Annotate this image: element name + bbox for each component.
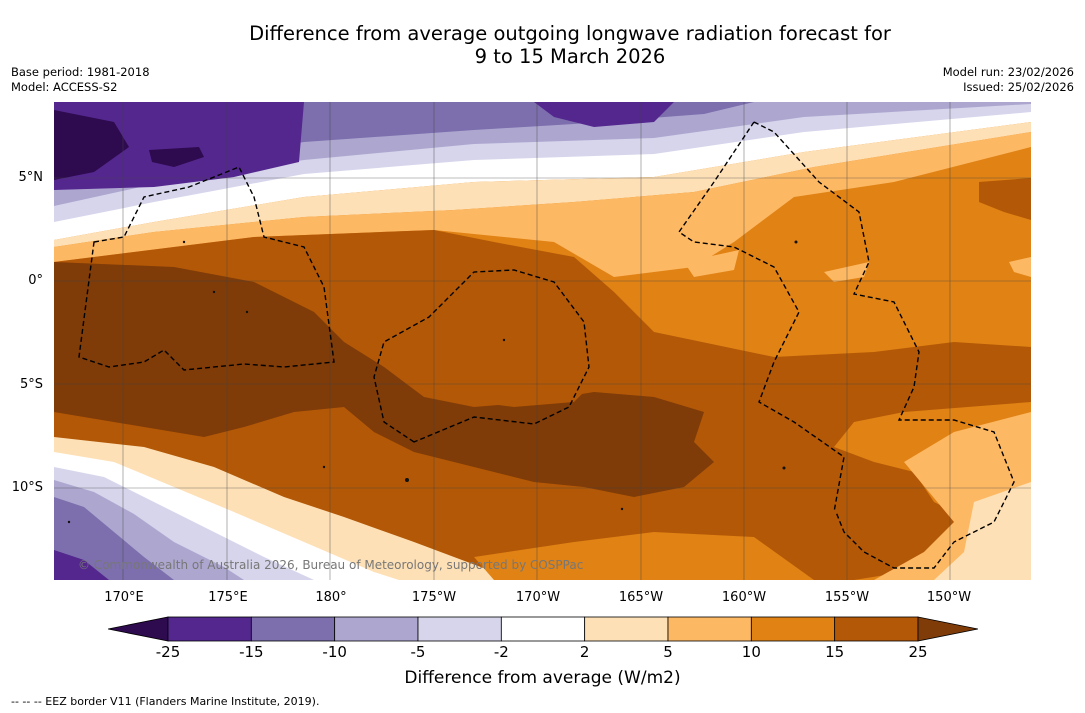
anomaly-map	[54, 102, 1031, 580]
colorbar-cell	[250, 616, 336, 642]
colorbar	[108, 616, 978, 642]
colorbar-arrow-low	[108, 616, 169, 642]
colorbar-cell	[667, 616, 752, 642]
colorbar-cell	[834, 616, 919, 642]
band-se-pale-orange	[934, 482, 1031, 580]
lon-label-175w: 175°W	[411, 590, 457, 605]
band-n-light-orange-patch-3	[1009, 257, 1031, 277]
lon-label-175e: 175°E	[208, 590, 248, 605]
colorbar-tick: 25	[908, 643, 928, 661]
lat-label-10s: 10°S	[11, 480, 43, 495]
lon-label-170e: 170°E	[104, 590, 144, 605]
core-25-center	[374, 302, 594, 407]
band-s-light-orange-2	[474, 532, 814, 580]
colorbar-cell	[750, 616, 836, 642]
meta-left: Base period: 1981-2018 Model: ACCESS-S2	[11, 65, 150, 95]
colorbar-tick: -2	[493, 643, 509, 661]
colorbar-tick: 15	[825, 643, 845, 661]
title-line-2: 9 to 15 March 2026	[474, 45, 666, 68]
colorbar-tick: -5	[410, 643, 426, 661]
lat-label-eq: 0°	[28, 273, 43, 288]
colorbar-cell	[417, 616, 502, 642]
band-s-purple	[54, 497, 174, 580]
colorbar-cell	[584, 616, 669, 642]
model-run: Model run: 23/02/2026	[942, 65, 1074, 79]
band-n-light-orange-patch	[684, 250, 739, 277]
meta-right: Model run: 23/02/2026 Issued: 25/02/2026	[943, 65, 1074, 95]
lon-label-155w: 155°W	[824, 590, 870, 605]
lat-label-5n: 5°N	[18, 170, 44, 185]
islands	[67, 240, 798, 524]
band-s-dark-purple	[54, 550, 109, 580]
issued-date: Issued: 25/02/2026	[963, 80, 1074, 94]
colorbar-tick: -15	[239, 643, 264, 661]
colorbar-title: Difference from average (W/m2)	[404, 668, 681, 688]
colorbar-tick: -10	[322, 643, 347, 661]
lon-label-150w: 150°W	[926, 590, 972, 605]
colorbar-cell	[334, 616, 419, 642]
colorbar-tick: 5	[663, 643, 673, 661]
model-name: Model: ACCESS-S2	[11, 80, 118, 94]
colorbar-cell	[500, 616, 586, 642]
band-n-darkest-a	[54, 110, 129, 180]
copyright-notice: © Commonwealth of Australia 2026, Bureau…	[78, 558, 584, 572]
band-n-light-orange-patch-2	[824, 262, 869, 282]
map-title: Difference from average outgoing longwav…	[0, 22, 1085, 68]
eez-legend: -- -- -- EEZ border V11 (Flanders Marine…	[11, 695, 320, 708]
band-n-dark-purple-2	[534, 102, 674, 127]
colorbar-tick: 2	[579, 643, 590, 661]
colorbar-arrow-high	[917, 616, 978, 642]
field-15-25-ne	[979, 178, 1031, 220]
band-n-light-orange	[54, 132, 1031, 277]
lat-label-5s: 5°S	[19, 377, 43, 392]
colorbar-tick: 10	[741, 643, 761, 661]
band-n-pale-orange	[54, 122, 1031, 247]
lon-label-165w: 165°W	[618, 590, 664, 605]
lon-label-160w: 160°W	[721, 590, 767, 605]
lon-label-180: 180°	[315, 590, 347, 605]
base-period: Base period: 1981-2018	[11, 65, 150, 79]
band-n-darkest-b	[149, 147, 204, 167]
eez-borders	[78, 121, 1015, 569]
colorbar-cell	[167, 616, 252, 642]
title-line-1: Difference from average outgoing longwav…	[249, 22, 891, 45]
colorbar-tick: -25	[155, 643, 181, 661]
lon-label-170w: 170°W	[515, 590, 561, 605]
gridlines	[54, 102, 1031, 580]
core-25-west	[54, 262, 714, 497]
band-n-dark-purple	[54, 102, 304, 190]
